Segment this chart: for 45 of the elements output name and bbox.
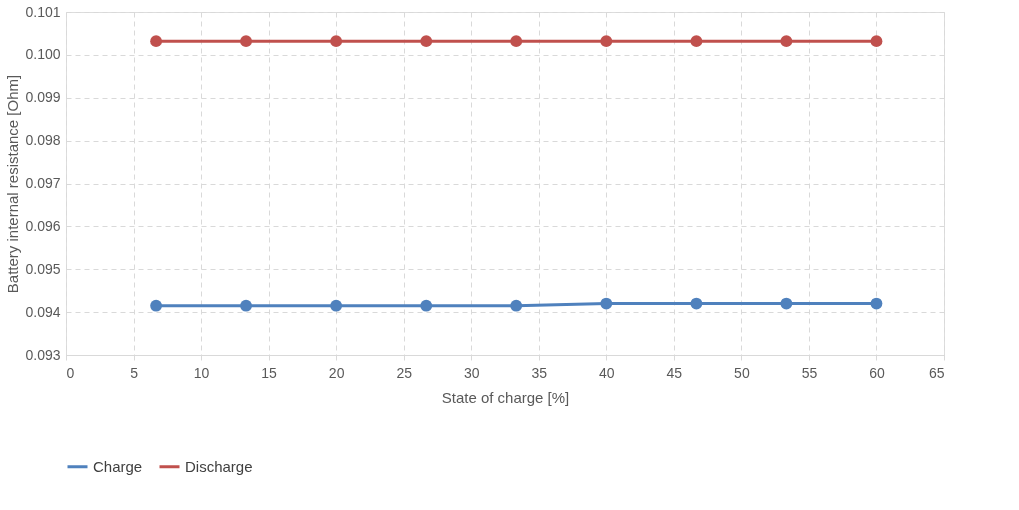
x-tick-label: 60: [869, 364, 885, 381]
x-tick-label: 40: [599, 364, 615, 381]
point: [780, 35, 793, 48]
point: [420, 35, 433, 48]
x-tick-label: 50: [734, 364, 750, 381]
x-tick-label: 5: [130, 364, 139, 381]
y-tick-label: 0.100: [25, 46, 61, 63]
point: [600, 35, 613, 48]
x-tick-label: 15: [261, 364, 278, 381]
point: [420, 299, 433, 312]
legend-label: Discharge: [185, 457, 253, 475]
x-axis-title: State of charge [%]: [441, 388, 570, 406]
point: [150, 35, 163, 48]
point: [240, 299, 252, 312]
y-tick-label: 0.101: [25, 3, 61, 20]
x-tick-label: 65: [928, 364, 945, 381]
point: [690, 297, 703, 310]
y-axis-title: Battery internal resistance [Ohm]: [4, 74, 22, 294]
y-tick-label: 0.098: [25, 132, 61, 149]
point: [510, 299, 523, 312]
x-tick-label: 45: [666, 364, 683, 381]
point: [330, 35, 343, 48]
point: [870, 297, 883, 310]
point: [870, 35, 883, 48]
y-tick-label: 0.093: [25, 346, 61, 363]
y-tick-label: 0.094: [25, 303, 61, 320]
x-tick-label: 30: [463, 364, 480, 381]
legend-label: Charge: [93, 457, 143, 475]
x-tick-label: 25: [396, 364, 413, 381]
y-tick-label: 0.097: [25, 175, 61, 191]
point: [780, 297, 793, 310]
x-tick-label: 10: [193, 364, 210, 381]
x-tick-label: 20: [328, 364, 345, 381]
y-tick-label: 0.095: [25, 260, 61, 277]
x-tick-label: 55: [801, 364, 818, 381]
point: [330, 299, 343, 312]
x-tick-label: 35: [531, 364, 548, 381]
y-tick-label: 0.096: [25, 217, 61, 234]
x-tick-label: 0: [66, 364, 75, 381]
y-tick-label: 0.099: [25, 89, 61, 106]
point: [510, 35, 523, 48]
point: [150, 299, 163, 312]
point: [600, 297, 613, 310]
point: [240, 35, 252, 48]
point: [690, 35, 703, 48]
